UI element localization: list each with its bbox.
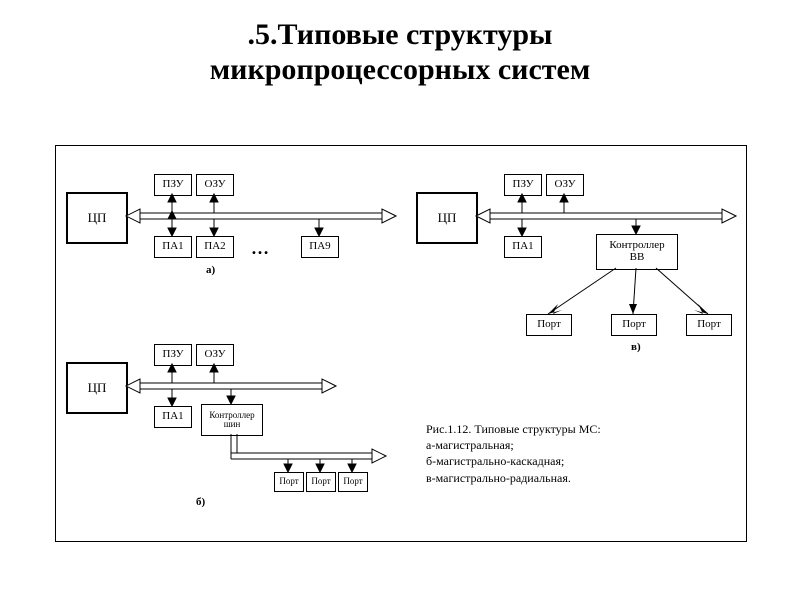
- title-line-2: микропроцессорных систем: [210, 53, 591, 86]
- title-line-1: .5.Типовые структуры: [248, 18, 553, 51]
- caption-b: б): [196, 496, 205, 508]
- caption-v: в): [631, 341, 641, 353]
- bus-b: [56, 146, 406, 506]
- cap-l3: б-магистрально-каскадная;: [426, 453, 601, 469]
- cap-l2: а-магистральная;: [426, 437, 601, 453]
- diagram-stage: ЦП ПЗУ ОЗУ ПА1 ПА2 … ПА9 а) ЦП ПЗУ: [55, 145, 747, 542]
- cap-l1: Рис.1.12. Типовые структуры МС:: [426, 421, 601, 437]
- figure-caption: Рис.1.12. Типовые структуры МС: а-магист…: [426, 421, 601, 486]
- cap-l4: в-магистрально-радиальная.: [426, 470, 601, 486]
